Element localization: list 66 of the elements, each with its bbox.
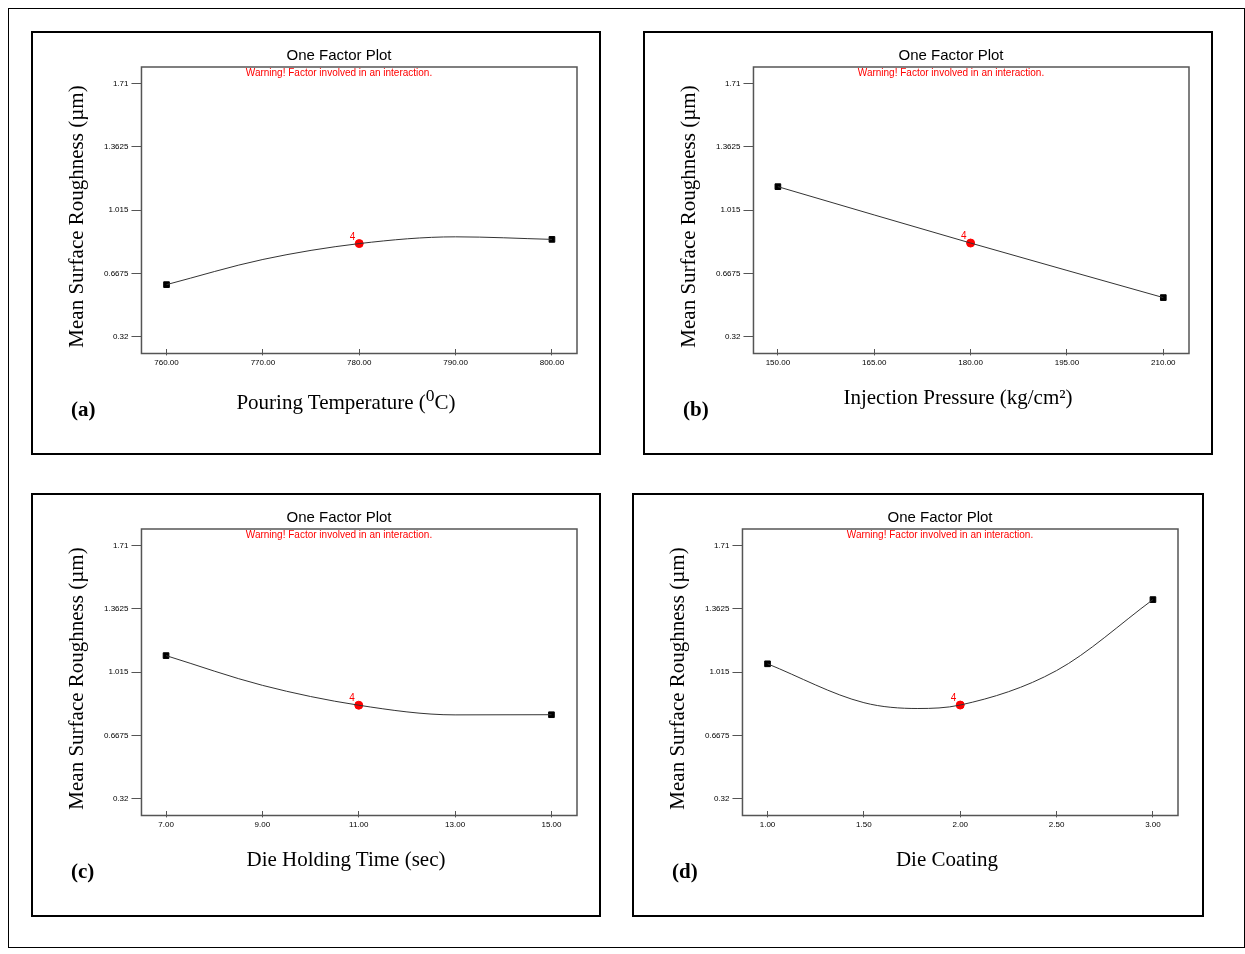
y-tick-label: 0.6675 bbox=[705, 730, 731, 740]
chart-title: One Factor Plot bbox=[887, 508, 994, 526]
annotation: 4 bbox=[960, 230, 967, 243]
chart-title: One Factor Plot bbox=[286, 46, 393, 64]
chart-subtitle: Warning! Factor involved in an interaction. bbox=[245, 66, 433, 78]
x-tick-label: 3.00 bbox=[1145, 820, 1162, 830]
chart-subtitle: Warning! Factor involved in an interaction. bbox=[245, 528, 433, 540]
y-tick-label: 0.6675 bbox=[104, 268, 130, 278]
chart-title: One Factor Plot bbox=[898, 46, 1005, 64]
y-tick-label: 1.3625 bbox=[705, 604, 731, 614]
text: (c) bbox=[71, 859, 95, 884]
y-axis-title: Mean Surface Roughness (µm) bbox=[63, 546, 89, 810]
y-axis-title: Mean Surface Roughness (µm) bbox=[63, 84, 89, 348]
y-tick-label: 0.32 bbox=[112, 332, 130, 342]
annotation: 4 bbox=[348, 692, 355, 705]
x-axis-title: Die Coating bbox=[894, 847, 1000, 872]
x-tick-label: 13.00 bbox=[445, 820, 466, 830]
x-tick-label: 7.00 bbox=[158, 820, 175, 830]
y-tick-label: 1.3625 bbox=[104, 604, 130, 614]
point bbox=[548, 711, 555, 719]
x-tick-label: 9.00 bbox=[254, 820, 271, 830]
x-tick-label: 15.00 bbox=[541, 820, 563, 830]
point bbox=[548, 236, 556, 243]
x-axis-title: Injection Pressure (kg/cm²) bbox=[842, 385, 1074, 410]
x-tick-label: 2.50 bbox=[1048, 820, 1065, 830]
y-tick-label: 1.71 bbox=[713, 540, 731, 550]
y-tick-label: 1.015 bbox=[108, 205, 130, 215]
x-tick-label: 2.00 bbox=[952, 820, 969, 830]
text: (d) bbox=[672, 859, 698, 884]
x-axis-title: Die Holding Time (sec) bbox=[245, 847, 447, 872]
x-tick-label: 11.00 bbox=[349, 820, 370, 830]
chart-subtitle: Warning! Factor involved in an interaction. bbox=[857, 66, 1045, 78]
x-tick-label: 790.00 bbox=[443, 358, 469, 368]
chart-subtitle: Warning! Factor involved in an interaction. bbox=[846, 528, 1034, 540]
y-tick-label: 1.71 bbox=[724, 78, 742, 88]
x-tick-label: 770.00 bbox=[250, 358, 276, 368]
x-tick-label: 180.00 bbox=[958, 358, 984, 368]
x-tick-label: 1.50 bbox=[856, 820, 873, 830]
x-tick-label: 760.00 bbox=[154, 358, 180, 368]
x-axis-title: Pouring Temperature ($^{0}$C) bbox=[235, 385, 457, 415]
y-tick-label: 1.71 bbox=[112, 78, 130, 88]
x-tick-label: 210.00 bbox=[1151, 358, 1177, 368]
text: (b) bbox=[683, 397, 709, 422]
x-tick-label: 150.00 bbox=[765, 358, 791, 368]
y-tick-label: 1.015 bbox=[108, 667, 130, 677]
x-tick-label: 800.00 bbox=[539, 358, 565, 368]
text: (a) bbox=[71, 397, 96, 422]
y-tick-label: 1.71 bbox=[112, 540, 130, 550]
y-tick-label: 1.3625 bbox=[104, 142, 130, 152]
y-tick-label: 0.32 bbox=[724, 332, 742, 342]
y-tick-label: 0.6675 bbox=[104, 730, 130, 740]
y-tick-label: 1.3625 bbox=[716, 142, 742, 152]
y-axis-title: Mean Surface Roughness (µm) bbox=[664, 546, 690, 810]
x-tick-label: 780.00 bbox=[347, 358, 373, 368]
annotation: 4 bbox=[949, 692, 957, 705]
annotation: 4 bbox=[348, 230, 356, 243]
y-tick-label: 0.32 bbox=[112, 794, 130, 804]
y-tick-label: 1.015 bbox=[709, 667, 731, 677]
x-tick-label: 1.00 bbox=[759, 820, 776, 830]
y-tick-label: 0.6675 bbox=[716, 268, 742, 278]
x-tick-label: 165.00 bbox=[862, 358, 888, 368]
y-tick-label: 0.32 bbox=[713, 794, 731, 804]
x-tick-label: 195.00 bbox=[1054, 358, 1080, 368]
chart-title: One Factor Plot bbox=[286, 508, 393, 526]
y-axis-title: Mean Surface Roughness (µm) bbox=[675, 84, 701, 348]
y-tick-label: 1.015 bbox=[720, 205, 742, 215]
